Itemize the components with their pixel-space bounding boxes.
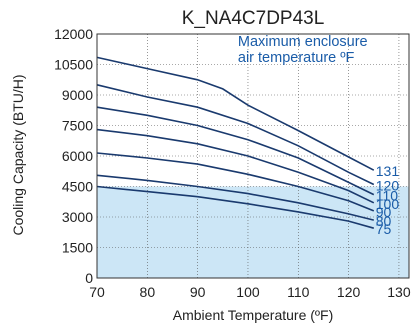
- y-tick-label: 0: [85, 270, 93, 286]
- x-tick-label: 90: [190, 284, 206, 300]
- series-line-100: [96, 128, 375, 204]
- series-label-100: 100: [376, 196, 400, 212]
- x-tick-label: 120: [337, 284, 361, 300]
- series-line-80: [96, 174, 374, 221]
- shaded-area: [97, 186, 409, 278]
- series-label-75: 75: [376, 221, 392, 237]
- x-tick-label: 70: [89, 284, 105, 300]
- series-label-90: 90: [376, 204, 392, 220]
- y-tick-label: 3000: [62, 209, 93, 225]
- series-line-90: [96, 152, 375, 212]
- series-line-110: [96, 106, 375, 196]
- series-label-120: 120: [376, 177, 400, 193]
- series-label-131: 131: [376, 163, 400, 179]
- annotation-line-2: air temperature ºF: [238, 50, 355, 66]
- series-line-120: [96, 84, 375, 186]
- x-tick-label: 80: [140, 284, 156, 300]
- y-tick-label: 10500: [54, 57, 93, 73]
- series-label-110: 110: [376, 188, 399, 204]
- y-tick-label: 6000: [62, 148, 93, 164]
- y-tick-label: 1500: [62, 240, 93, 256]
- x-tick-label: 110: [287, 284, 310, 300]
- annotation-line-1: Maximum enclosure: [238, 34, 368, 50]
- plot-frame: [96, 33, 410, 279]
- series-line-75: [96, 185, 375, 229]
- series-label-80: 80: [376, 213, 392, 229]
- series-line-131: [96, 56, 375, 171]
- y-tick-label: 4500: [62, 179, 93, 195]
- y-tick-label: 7500: [62, 118, 93, 134]
- y-axis-label: Cooling Capacity (BTU/H): [10, 74, 26, 235]
- y-tick-label: 9000: [62, 87, 93, 103]
- chart-title: K_NA4C7DP43L: [182, 8, 325, 29]
- shaded-region: [97, 186, 409, 278]
- y-tick-label: 12000: [54, 26, 93, 42]
- x-axis-label: Ambient Temperature (ºF): [173, 307, 333, 323]
- x-tick-label: 130: [387, 284, 411, 300]
- x-tick-label: 100: [236, 284, 260, 300]
